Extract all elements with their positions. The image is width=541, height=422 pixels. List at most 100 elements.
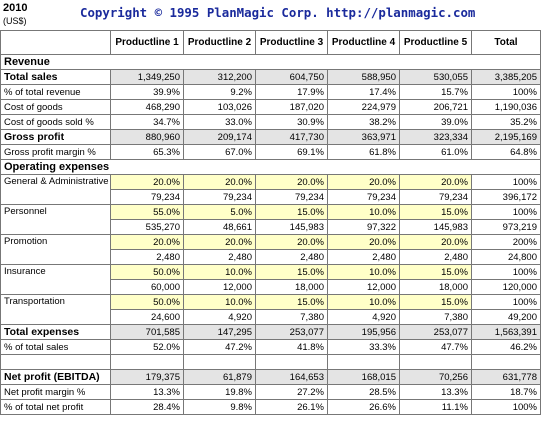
- data-row: Gross profit 880,960 209,174 417,730 363,971…: [0, 129, 541, 145]
- value-cell: 47.2%: [183, 339, 256, 355]
- value-cell: 33.3%: [327, 339, 400, 355]
- share-cell: 10.0%: [327, 264, 400, 280]
- amount-cell: 2,480: [255, 249, 328, 265]
- amount-cell: 120,000: [471, 279, 541, 295]
- value-cell: 103,026: [183, 99, 256, 115]
- value-cell: 100%: [471, 84, 541, 100]
- row-label: Gross profit: [0, 129, 111, 145]
- spacer-row: [0, 354, 541, 370]
- row-label: Net profit (EBITDA): [0, 369, 111, 385]
- value-cell: 30.9%: [255, 114, 328, 130]
- section-title: Revenue: [0, 54, 541, 70]
- value-cell: 179,375: [110, 369, 184, 385]
- value-cell: 67.0%: [183, 144, 256, 160]
- share-cell: 10.0%: [327, 204, 400, 220]
- value-cell: 28.4%: [110, 399, 184, 415]
- row-label: Transportation: [0, 294, 111, 325]
- share-cell: 15.0%: [399, 204, 472, 220]
- amount-cell: 79,234: [327, 189, 400, 205]
- value-cell: 631,778: [471, 369, 541, 385]
- value-cell: 65.3%: [110, 144, 184, 160]
- amount-cell: 12,000: [183, 279, 256, 295]
- column-header: Productline 2: [183, 30, 256, 55]
- amount-cell: 79,234: [255, 189, 328, 205]
- value-cell: 253,077: [255, 324, 328, 340]
- value-cell: 18.7%: [471, 384, 541, 400]
- empty-cell: [327, 354, 400, 370]
- share-cell: 50.0%: [110, 294, 184, 310]
- value-cell: 46.2%: [471, 339, 541, 355]
- value-cell: 468,290: [110, 99, 184, 115]
- value-cell: 52.0%: [110, 339, 184, 355]
- value-cell: 13.3%: [110, 384, 184, 400]
- corner-cell: [0, 30, 111, 55]
- share-cell: 15.0%: [399, 264, 472, 280]
- value-cell: 9.2%: [183, 84, 256, 100]
- row-label: % of total net profit: [0, 399, 111, 415]
- amount-cell: 145,983: [255, 219, 328, 235]
- value-cell: 13.3%: [399, 384, 472, 400]
- amount-row: 60,000 12,000 18,000 12,000 18,000 120,000: [1, 279, 541, 295]
- amount-cell: 7,380: [255, 309, 328, 325]
- share-cell: 20.0%: [399, 174, 472, 190]
- value-cell: 9.8%: [183, 399, 256, 415]
- share-cell: 20.0%: [399, 234, 472, 250]
- value-cell: 33.0%: [183, 114, 256, 130]
- amount-cell: 18,000: [399, 279, 472, 295]
- share-cell: 20.0%: [110, 234, 184, 250]
- value-cell: 38.2%: [327, 114, 400, 130]
- share-row: Promotion 20.0% 20.0% 20.0% 20.0% 20.0% 200%: [0, 234, 541, 265]
- value-cell: 3,385,205: [471, 69, 541, 85]
- amount-cell: 2,480: [327, 249, 400, 265]
- amount-cell: 396,172: [471, 189, 541, 205]
- value-cell: 701,585: [110, 324, 184, 340]
- row-label: Total expenses: [0, 324, 111, 340]
- column-header: Total: [471, 30, 541, 55]
- amount-cell: 145,983: [399, 219, 472, 235]
- share-cell: 100%: [471, 174, 541, 190]
- value-cell: 69.1%: [255, 144, 328, 160]
- section-title: Operating expenses: [0, 159, 541, 175]
- row-label: Cost of goods: [0, 99, 111, 115]
- value-cell: 26.1%: [255, 399, 328, 415]
- value-cell: 1,190,036: [471, 99, 541, 115]
- value-cell: 100%: [471, 399, 541, 415]
- year: 2010: [3, 2, 28, 14]
- share-cell: 15.0%: [255, 264, 328, 280]
- value-cell: 209,174: [183, 129, 256, 145]
- row-label: Net profit margin %: [0, 384, 111, 400]
- share-cell: 20.0%: [327, 174, 400, 190]
- share-cell: 10.0%: [183, 294, 256, 310]
- column-header: Productline 3: [255, 30, 328, 55]
- share-cell: 20.0%: [110, 174, 184, 190]
- share-row: General & Administrative 20.0% 20.0% 20.0% 2…: [0, 174, 541, 205]
- share-row: Transportation 50.0% 10.0% 15.0% 10.0% 15.0% 1…: [0, 294, 541, 325]
- copyright[interactable]: Copyright © 1995 PlanMagic Corp. http://…: [80, 5, 476, 20]
- value-cell: 70,256: [399, 369, 472, 385]
- value-cell: 47.7%: [399, 339, 472, 355]
- value-cell: 323,334: [399, 129, 472, 145]
- amount-cell: 24,600: [110, 309, 184, 325]
- amount-cell: 18,000: [255, 279, 328, 295]
- value-cell: 39.0%: [399, 114, 472, 130]
- share-cell: 20.0%: [255, 234, 328, 250]
- amount-cell: 48,661: [183, 219, 256, 235]
- value-cell: 312,200: [183, 69, 256, 85]
- data-row: % of total revenue 39.9% 9.2% 17.9% 17.4% 15.…: [0, 84, 541, 100]
- value-cell: 19.8%: [183, 384, 256, 400]
- column-header: Productline 5: [399, 30, 472, 55]
- share-cell: 55.0%: [110, 204, 184, 220]
- section-row: Operating expenses: [0, 159, 541, 175]
- share-cell: 10.0%: [183, 264, 256, 280]
- amount-row: 535,270 48,661 145,983 97,322 145,983 973,219: [1, 219, 541, 235]
- share-cell: 15.0%: [399, 294, 472, 310]
- value-cell: 2,195,169: [471, 129, 541, 145]
- share-row: Insurance 50.0% 10.0% 15.0% 10.0% 15.0% 100%: [0, 264, 541, 295]
- share-cell: 20.0%: [255, 174, 328, 190]
- share-cell: 10.0%: [327, 294, 400, 310]
- value-cell: 17.9%: [255, 84, 328, 100]
- value-cell: 147,295: [183, 324, 256, 340]
